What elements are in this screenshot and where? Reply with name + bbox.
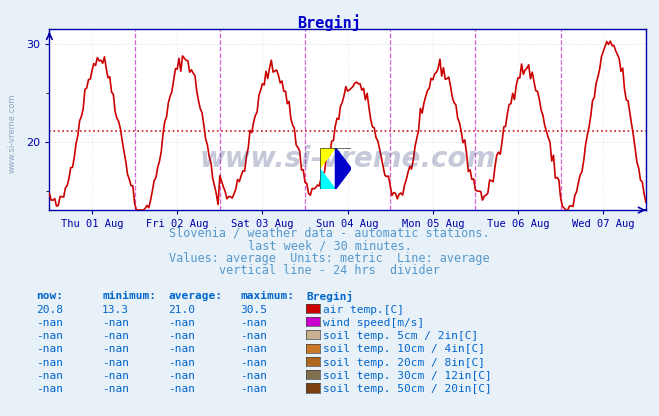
Text: Breginj: Breginj	[306, 291, 354, 302]
Text: -nan: -nan	[36, 371, 63, 381]
Text: Slovenia / weather data - automatic stations.: Slovenia / weather data - automatic stat…	[169, 227, 490, 240]
Polygon shape	[320, 168, 335, 189]
Text: -nan: -nan	[241, 344, 268, 354]
Text: 21.0: 21.0	[168, 305, 195, 314]
Text: air temp.[C]: air temp.[C]	[323, 305, 404, 314]
Text: -nan: -nan	[102, 331, 129, 341]
Text: -nan: -nan	[241, 331, 268, 341]
Polygon shape	[335, 148, 351, 189]
Polygon shape	[320, 148, 335, 168]
Text: -nan: -nan	[102, 318, 129, 328]
Text: -nan: -nan	[241, 371, 268, 381]
Text: minimum:: minimum:	[102, 291, 156, 301]
Text: soil temp. 30cm / 12in[C]: soil temp. 30cm / 12in[C]	[323, 371, 492, 381]
Text: -nan: -nan	[168, 318, 195, 328]
Text: soil temp. 10cm / 4in[C]: soil temp. 10cm / 4in[C]	[323, 344, 485, 354]
Text: 30.5: 30.5	[241, 305, 268, 314]
Text: last week / 30 minutes.: last week / 30 minutes.	[248, 239, 411, 252]
Text: www.si-vreme.com: www.si-vreme.com	[8, 93, 17, 173]
Text: soil temp. 5cm / 2in[C]: soil temp. 5cm / 2in[C]	[323, 331, 478, 341]
Text: -nan: -nan	[102, 358, 129, 368]
Text: -nan: -nan	[168, 384, 195, 394]
Text: wind speed[m/s]: wind speed[m/s]	[323, 318, 424, 328]
Text: -nan: -nan	[36, 331, 63, 341]
Text: -nan: -nan	[241, 358, 268, 368]
Text: -nan: -nan	[36, 384, 63, 394]
Text: -nan: -nan	[102, 371, 129, 381]
Text: Breginj: Breginj	[298, 15, 361, 31]
Text: 13.3: 13.3	[102, 305, 129, 314]
Text: -nan: -nan	[168, 344, 195, 354]
Text: -nan: -nan	[241, 384, 268, 394]
Text: -nan: -nan	[36, 358, 63, 368]
Text: 20.8: 20.8	[36, 305, 63, 314]
Text: average:: average:	[168, 291, 222, 301]
Text: now:: now:	[36, 291, 63, 301]
Text: -nan: -nan	[36, 344, 63, 354]
Text: soil temp. 20cm / 8in[C]: soil temp. 20cm / 8in[C]	[323, 358, 485, 368]
Text: -nan: -nan	[168, 371, 195, 381]
Text: -nan: -nan	[102, 384, 129, 394]
Text: -nan: -nan	[168, 358, 195, 368]
Text: -nan: -nan	[36, 318, 63, 328]
Text: -nan: -nan	[168, 331, 195, 341]
Text: maximum:: maximum:	[241, 291, 295, 301]
Text: -nan: -nan	[241, 318, 268, 328]
Text: vertical line - 24 hrs  divider: vertical line - 24 hrs divider	[219, 264, 440, 277]
Text: -nan: -nan	[102, 344, 129, 354]
Text: soil temp. 50cm / 20in[C]: soil temp. 50cm / 20in[C]	[323, 384, 492, 394]
Text: Values: average  Units: metric  Line: average: Values: average Units: metric Line: aver…	[169, 252, 490, 265]
Text: www.si-vreme.com: www.si-vreme.com	[200, 146, 496, 173]
